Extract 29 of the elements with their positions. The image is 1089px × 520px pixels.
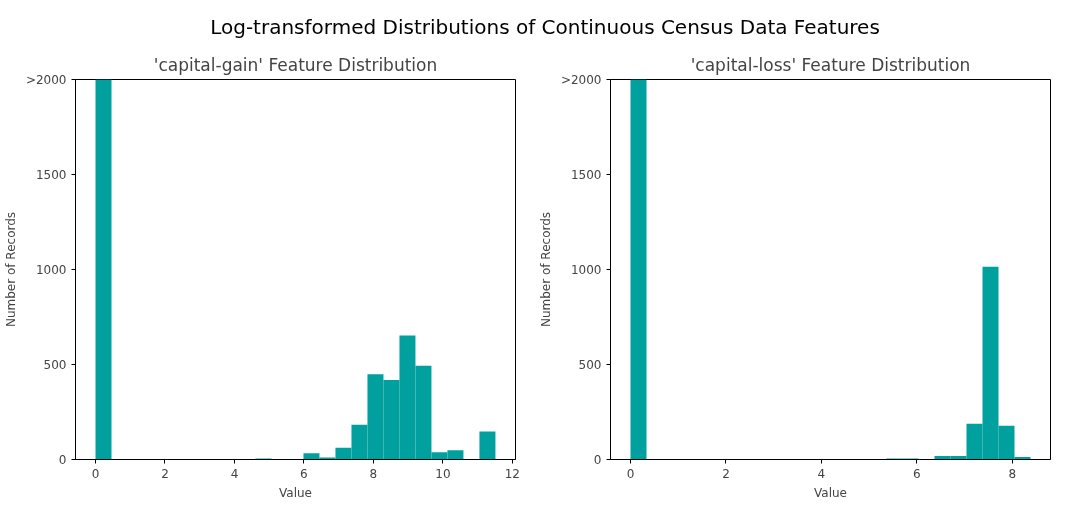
y-tick-label: >2000 xyxy=(560,72,602,87)
text: Log-transformed Distributions of Continuous Census Data Features xyxy=(210,14,880,41)
y-tick-label: >2000 xyxy=(25,72,67,87)
x-tick-label: 2 xyxy=(161,466,169,481)
y-tick-label: 1500 xyxy=(570,167,602,182)
x-tick-label: 8 xyxy=(1008,466,1017,481)
x-tick-label: 10 xyxy=(435,466,451,481)
y-axis-title: Number of Records xyxy=(3,211,18,327)
y-tick-label: 1000 xyxy=(570,262,602,277)
chart-title: 'capital-loss' Feature Distribution xyxy=(690,54,971,75)
chart-title: 'capital-gain' Feature Distribution xyxy=(153,54,438,75)
x-tick-label: 12 xyxy=(504,466,521,481)
y-axis-title: Number of Records xyxy=(538,211,553,327)
x-tick-label: 2 xyxy=(722,466,730,481)
y-tick-label: 500 xyxy=(43,357,67,372)
y-tick-label: 500 xyxy=(578,357,602,372)
y-tick-label: 1500 xyxy=(35,167,67,182)
x-axis-title: Value xyxy=(279,485,312,500)
x-tick-label: 6 xyxy=(300,466,308,481)
x-tick-label: 8 xyxy=(369,466,378,481)
x-axis-title: Value xyxy=(814,485,847,500)
x-tick-label: 6 xyxy=(913,466,921,481)
x-tick-label: 4 xyxy=(817,466,826,481)
x-tick-label: 4 xyxy=(230,466,239,481)
y-tick-label: 0 xyxy=(593,452,602,467)
y-tick-label: 1000 xyxy=(35,262,67,277)
y-tick-label: 0 xyxy=(58,452,67,467)
x-tick-label: 0 xyxy=(91,466,100,481)
x-tick-label: 0 xyxy=(626,466,635,481)
